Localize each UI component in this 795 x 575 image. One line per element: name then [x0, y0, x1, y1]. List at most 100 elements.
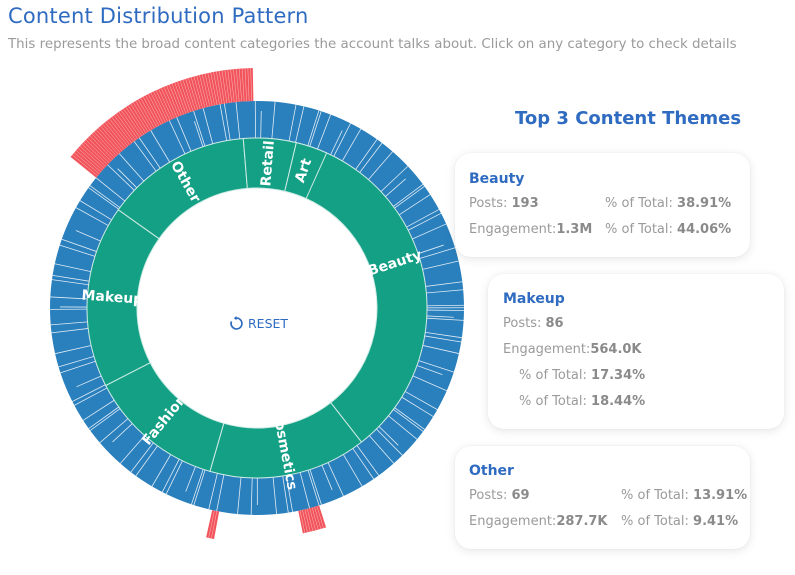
theme-name: Makeup	[503, 291, 565, 307]
highlight-line	[75, 150, 102, 173]
post-segment	[417, 244, 444, 255]
highlight-line	[233, 69, 237, 103]
highlight-line	[81, 143, 107, 167]
highlight-line	[247, 68, 250, 102]
highlight-line	[113, 115, 134, 142]
highlight-line	[230, 69, 235, 103]
highlight-line	[299, 510, 306, 534]
post-segment	[288, 104, 297, 142]
category-label-retail: Retail	[258, 140, 277, 187]
post-segment	[55, 345, 92, 355]
center-disk	[138, 189, 376, 427]
theme-card-beauty[interactable]: Beauty Posts: 193 % of Total: 38.91% Eng…	[455, 153, 750, 257]
post-segment	[352, 448, 375, 480]
highlight-line	[137, 99, 155, 129]
engagement-line: Engagement:564.0K	[503, 342, 642, 357]
highlight-segment	[70, 68, 254, 178]
post-segment	[418, 360, 454, 373]
highlight-line	[93, 131, 117, 157]
post-segment	[88, 406, 120, 429]
post-segment	[60, 360, 96, 374]
post-segment	[235, 102, 241, 139]
post-segment	[359, 142, 383, 173]
posts-pct-line: % of Total: 13.91%	[621, 488, 748, 503]
highlight-line	[208, 510, 215, 539]
post-segment	[355, 139, 378, 170]
category-label-art: Art	[292, 156, 315, 185]
post-segment	[426, 289, 464, 294]
engagement-pct-line: % of Total: 9.41%	[621, 514, 739, 529]
highlight-line	[145, 95, 162, 125]
post-segment	[368, 151, 393, 180]
highlight-line	[163, 86, 177, 118]
post-segment	[260, 111, 262, 139]
highlight-line	[227, 69, 233, 103]
highlight-line	[158, 88, 173, 120]
highlight-line	[193, 76, 203, 109]
posts-line: Posts: 69	[469, 488, 530, 503]
post-segment	[165, 460, 183, 495]
post-segment	[79, 200, 112, 221]
post-segment	[317, 114, 331, 150]
post-segment	[282, 475, 289, 513]
highlight-line	[106, 120, 128, 147]
post-segment	[161, 458, 180, 493]
highlight-line	[216, 71, 223, 105]
highlight-line	[218, 70, 225, 104]
post-segment	[138, 137, 161, 169]
post-segment	[133, 141, 157, 172]
post-segment	[407, 212, 442, 231]
post-segment	[272, 477, 277, 515]
reset-button[interactable]: RESET	[229, 316, 288, 331]
highlight-line	[213, 71, 220, 105]
post-segment	[72, 384, 106, 402]
post-segment	[117, 168, 138, 189]
post-segment	[193, 469, 206, 506]
post-segment	[425, 331, 462, 339]
post-segment	[88, 187, 119, 210]
highlight-line	[135, 100, 153, 130]
post-segment	[219, 104, 228, 141]
post-segment	[107, 164, 135, 191]
post-segment	[401, 396, 434, 417]
highlight-line	[309, 508, 316, 531]
engagement-line: Engagement:287.7K	[469, 514, 608, 529]
theme-card-other[interactable]: Other Posts: 69 % of Total: 13.91% Engag…	[455, 446, 750, 549]
post-segment	[422, 260, 459, 270]
theme-card-makeup[interactable]: Makeup Posts: 86 Engagement:564.0K % of …	[488, 274, 784, 429]
theme-name: Beauty	[469, 171, 525, 187]
post-segment	[51, 328, 89, 334]
post-segment	[412, 223, 447, 240]
post-segment	[404, 391, 438, 410]
post-segment	[412, 375, 447, 392]
highlight-line	[196, 75, 206, 108]
highlight-segment	[298, 505, 327, 534]
post-segment	[51, 279, 89, 286]
post-segment	[424, 335, 462, 343]
post-segment	[378, 426, 399, 446]
highlight-line	[182, 79, 194, 112]
post-segment	[99, 418, 129, 444]
post-segment	[422, 345, 460, 354]
highlight-line	[241, 68, 245, 102]
highlight-line	[311, 507, 319, 530]
post-segment	[394, 407, 425, 430]
post-segment	[393, 409, 424, 432]
post-segment	[135, 445, 158, 477]
page-subtitle: This represents the broad content catego…	[8, 37, 737, 52]
highlight-line	[98, 127, 121, 153]
post-segment	[394, 186, 425, 209]
highlight-line	[177, 81, 189, 113]
post-segment	[416, 365, 443, 376]
highlight-line	[199, 74, 208, 108]
posts-pct-line: % of Total: 17.34%	[519, 368, 646, 383]
category-segment-beauty	[260, 137, 428, 443]
post-segment	[82, 399, 115, 421]
highlight-line	[244, 68, 247, 102]
post-segment	[250, 477, 253, 515]
highlight-line	[74, 152, 100, 175]
post-segment	[369, 435, 395, 464]
inner-ring	[86, 137, 428, 479]
post-segment	[309, 111, 322, 147]
